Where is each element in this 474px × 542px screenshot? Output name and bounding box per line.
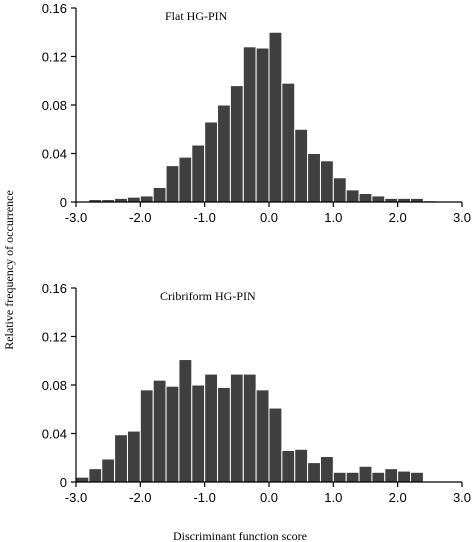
x-tick-label: -1.0	[193, 490, 215, 505]
histogram-bar	[229, 373, 244, 483]
histogram-bar	[294, 128, 309, 203]
histogram-bar	[114, 434, 128, 483]
histogram-bar	[178, 359, 193, 483]
y-tick-label: 0.04	[42, 427, 67, 442]
x-tick-label: 2.0	[389, 210, 407, 225]
histogram-bar	[371, 195, 386, 203]
histogram-bar	[178, 156, 193, 203]
histogram-bar	[281, 449, 296, 483]
histogram-bar	[152, 186, 167, 203]
panel-title: Cribriform HG-PIN	[160, 289, 256, 303]
histogram-bar	[101, 458, 116, 483]
y-tick-label: 0.04	[42, 147, 67, 162]
histogram-bar	[165, 385, 180, 483]
y-tick-label: 0.12	[42, 330, 67, 345]
histogram-bar	[191, 384, 206, 483]
cribriform-hg-pin-panel: 0 0.04 0.08 0.12 0.16 -3.0 -2.0 -1.0 0.0 1.0 2.0 3.…	[42, 281, 471, 505]
histogram-bar	[255, 389, 270, 483]
x-tick-label: 0.0	[260, 210, 278, 225]
histogram-bar	[75, 476, 90, 483]
x-tick-label: -2.0	[129, 210, 151, 225]
histogram-bar	[152, 379, 167, 483]
histogram-bar	[345, 471, 360, 483]
y-tick-label: 0.12	[42, 50, 67, 65]
y-tick-label: 0.08	[42, 378, 67, 393]
histogram-bar	[332, 471, 347, 483]
x-tick-label: 1.0	[324, 210, 342, 225]
x-tick-label: -2.0	[129, 490, 151, 505]
histogram-bar	[307, 153, 321, 203]
histogram-bar	[294, 448, 309, 483]
histogram-bar	[332, 177, 347, 203]
histogram-bar	[307, 462, 321, 483]
flat-hg-pin-panel: 0 0.04 0.08 0.12 0.16 -3.0 -2.0 -1.0 0.0 1.0 2.0 3.…	[42, 1, 471, 225]
histogram-bar	[397, 470, 412, 483]
x-tick-label: -1.0	[193, 210, 215, 225]
histogram-bar	[242, 373, 257, 483]
y-axis-label: Relative frequency of occurrence	[2, 190, 16, 350]
y-tick-label: 0	[60, 195, 67, 210]
histogram-bar	[165, 165, 180, 203]
x-tick-label: 1.0	[324, 490, 342, 505]
y-tick-label: 0.16	[42, 1, 67, 16]
histogram-bar	[217, 386, 231, 483]
histogram-bar	[255, 47, 270, 203]
histogram-bar	[242, 46, 257, 203]
histogram-bar	[191, 144, 206, 203]
histogram-bar	[204, 121, 219, 203]
histogram-bar	[384, 468, 399, 483]
x-tick-label: -3.0	[65, 210, 87, 225]
x-tick-label: 2.0	[389, 490, 407, 505]
histogram-bar	[319, 456, 334, 483]
histogram-bar	[345, 189, 360, 203]
histogram-bar	[358, 193, 373, 203]
histogram-bar	[319, 160, 334, 203]
x-tick-label: 3.0	[453, 490, 471, 505]
x-axis-label: Discriminant function score	[173, 529, 307, 542]
panel-title: Flat HG-PIN	[165, 9, 228, 23]
histogram-bar	[204, 373, 219, 483]
histogram-bar	[126, 196, 141, 203]
histogram-bar	[281, 82, 296, 203]
y-tick-label: 0	[60, 475, 67, 490]
histogram-bar	[139, 195, 154, 203]
y-tick-label: 0.16	[42, 281, 67, 296]
histogram-bar	[371, 471, 386, 483]
histogram-bar	[217, 104, 231, 203]
x-tick-label: 0.0	[260, 490, 278, 505]
histogram-bar	[126, 430, 141, 483]
histogram-bar	[88, 468, 103, 483]
histogram-bar	[268, 407, 283, 483]
histogram-bar	[229, 85, 244, 203]
histogram-bar	[268, 31, 283, 203]
y-tick-label: 0.08	[42, 98, 67, 113]
histogram-bar	[410, 471, 424, 483]
x-tick-label: 3.0	[453, 210, 471, 225]
x-tick-label: -3.0	[65, 490, 87, 505]
histogram-bar	[139, 389, 154, 483]
histogram-bar	[358, 465, 373, 483]
